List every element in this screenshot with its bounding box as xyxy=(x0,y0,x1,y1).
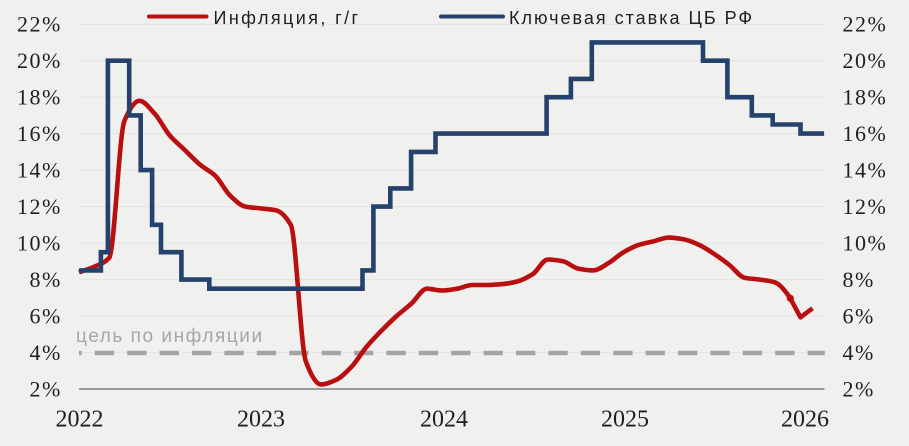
svg-text:6%: 6% xyxy=(843,303,875,328)
svg-text:10%: 10% xyxy=(843,231,888,256)
svg-text:Ключевая ставка ЦБ РФ: Ключевая ставка ЦБ РФ xyxy=(509,8,754,28)
svg-text:8%: 8% xyxy=(29,267,61,292)
svg-text:18%: 18% xyxy=(843,85,888,110)
svg-text:2%: 2% xyxy=(843,376,875,401)
svg-text:2022: 2022 xyxy=(56,407,104,433)
svg-text:2025: 2025 xyxy=(601,407,649,433)
svg-text:20%: 20% xyxy=(843,48,888,73)
svg-text:8%: 8% xyxy=(843,267,875,292)
svg-text:2%: 2% xyxy=(29,376,61,401)
svg-text:16%: 16% xyxy=(843,121,888,146)
svg-text:2024: 2024 xyxy=(420,407,468,433)
svg-text:16%: 16% xyxy=(17,121,62,146)
svg-text:2026: 2026 xyxy=(781,407,829,433)
svg-text:10%: 10% xyxy=(17,231,62,256)
svg-text:22%: 22% xyxy=(17,12,62,37)
svg-text:18%: 18% xyxy=(17,85,62,110)
svg-text:4%: 4% xyxy=(29,340,61,365)
svg-text:12%: 12% xyxy=(17,194,62,219)
svg-text:20%: 20% xyxy=(17,48,62,73)
svg-text:12%: 12% xyxy=(843,194,888,219)
svg-text:6%: 6% xyxy=(29,303,61,328)
svg-text:цель по инфляции: цель по инфляции xyxy=(76,326,264,347)
svg-text:4%: 4% xyxy=(843,340,875,365)
svg-text:Инфляция, г/г: Инфляция, г/г xyxy=(214,8,361,28)
svg-text:22%: 22% xyxy=(843,12,888,37)
svg-text:14%: 14% xyxy=(17,158,62,183)
svg-text:14%: 14% xyxy=(843,158,888,183)
svg-text:2023: 2023 xyxy=(237,407,285,433)
